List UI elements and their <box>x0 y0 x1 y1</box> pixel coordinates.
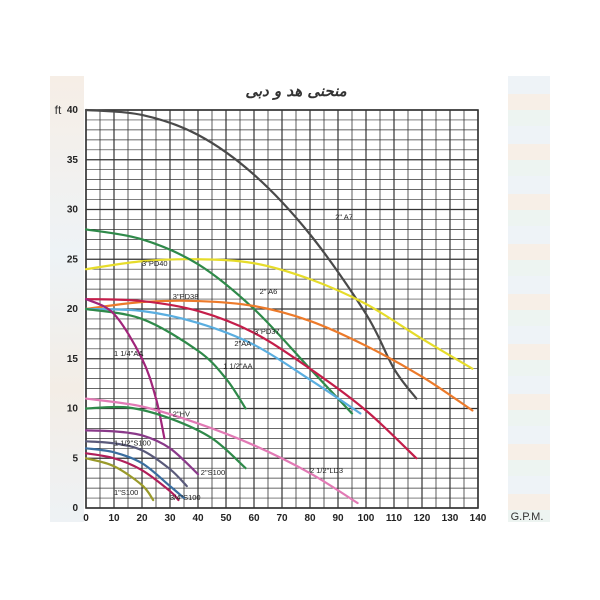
x-tick-label: 0 <box>83 513 89 524</box>
y-tick-label: 5 <box>72 453 78 464</box>
series-label: 2" A7 <box>335 212 353 221</box>
series-label: 1"S100 <box>114 488 138 497</box>
y-tick-label: 30 <box>67 205 79 216</box>
x-tick-label: 130 <box>442 513 459 524</box>
series-line <box>84 440 188 488</box>
x-tick-label: 60 <box>248 513 260 524</box>
series-label: 1 1/4"AA <box>114 349 143 358</box>
grid <box>85 109 479 509</box>
series-label: 2" A6 <box>260 287 278 296</box>
series-line <box>84 307 247 410</box>
series-label: 2"AA <box>234 339 251 348</box>
x-tick-label: 70 <box>276 513 288 524</box>
series-line <box>84 397 359 505</box>
y-tick-label: 15 <box>67 354 79 365</box>
x-tick-label: 50 <box>220 513 232 524</box>
y-axis-label: ft <box>55 103 62 117</box>
series-label: 2"HV <box>173 409 190 418</box>
title-area <box>84 76 508 106</box>
series-label: 3/4"S100 <box>170 493 201 502</box>
series-lines <box>84 108 474 505</box>
series-label: 1 1/2"AA <box>223 362 252 371</box>
series-label: 3"PD38 <box>173 292 199 301</box>
right-background-band <box>508 76 550 522</box>
series-line <box>84 452 180 502</box>
series-label: 1 1/2"S100 <box>114 438 151 447</box>
y-tick-label: 35 <box>67 155 79 166</box>
series-line <box>84 258 474 370</box>
y-tick-label: 25 <box>67 254 79 265</box>
tick-labels: 0 10 20 30 40 50 60 70 80 90 100 110 120 130 140 0 5 10 15… <box>67 105 487 524</box>
x-tick-label: 10 <box>108 513 120 524</box>
y-tick-label: 0 <box>72 503 78 514</box>
y-tick-label: 40 <box>67 105 79 116</box>
chart-title: منحنی هد و دبی <box>245 82 346 100</box>
series-label: 2 1/2"LD3 <box>310 466 343 475</box>
left-background-band <box>50 76 84 522</box>
series-line <box>84 447 186 500</box>
series-line <box>84 307 362 415</box>
series-label: 3"PD40 <box>142 259 168 268</box>
series-line <box>84 108 418 400</box>
series-label: 2"S100 <box>201 468 225 477</box>
x-tick-label: 100 <box>358 513 375 524</box>
x-tick-label: 30 <box>164 513 176 524</box>
x-tick-label: 90 <box>332 513 344 524</box>
series-line <box>84 405 247 470</box>
x-tick-label: 120 <box>414 513 431 524</box>
x-tick-label: 110 <box>386 513 403 524</box>
series-line <box>84 297 418 460</box>
y-tick-label: 20 <box>67 304 79 315</box>
x-tick-label: 40 <box>192 513 204 524</box>
x-tick-label: 80 <box>304 513 316 524</box>
series-line <box>84 429 200 476</box>
x-tick-label: 20 <box>136 513 148 524</box>
x-tick-label: 140 <box>470 513 487 524</box>
y-tick-label: 10 <box>67 404 79 415</box>
x-axis-label: G.P.M. <box>511 511 544 523</box>
series-line <box>84 457 155 502</box>
series-label: 3"PD37 <box>254 327 280 336</box>
